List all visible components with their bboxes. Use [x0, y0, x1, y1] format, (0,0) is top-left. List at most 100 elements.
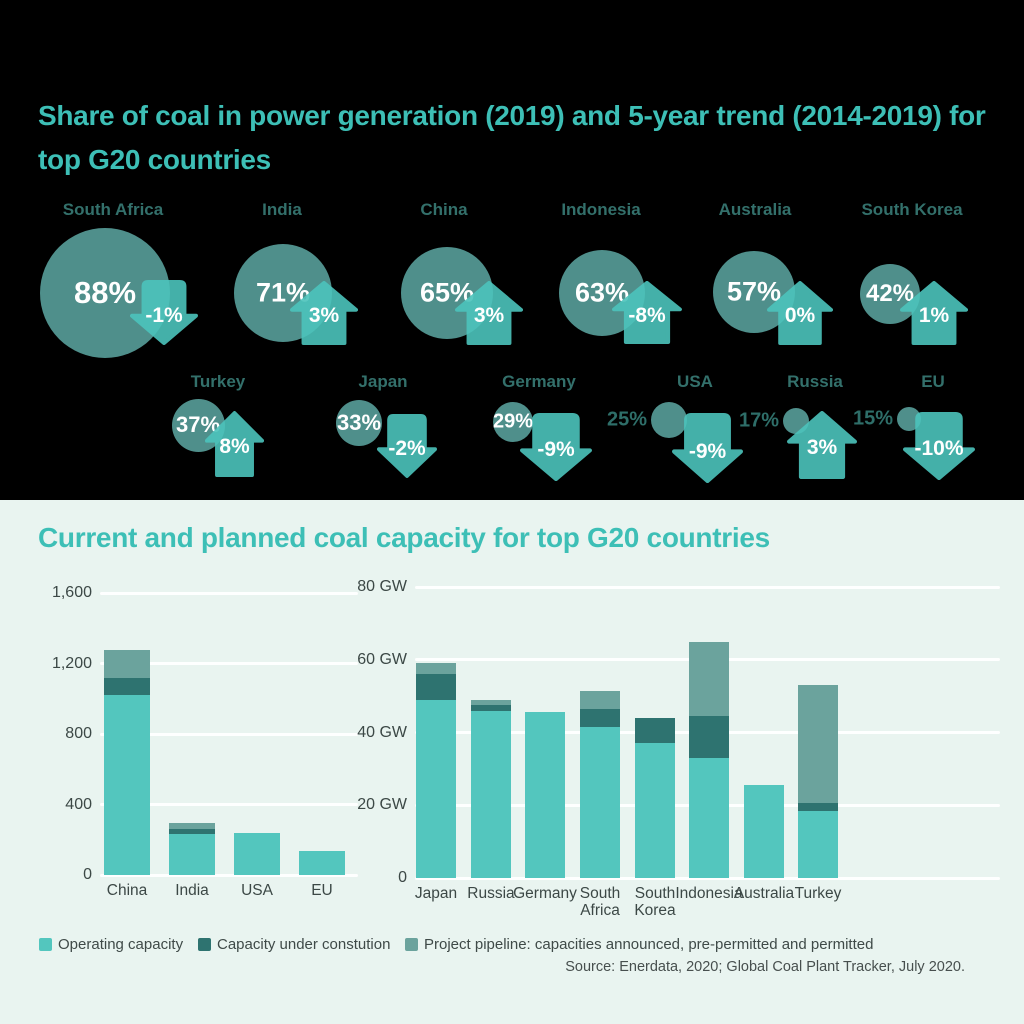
- trend-value-russia: 3%: [806, 436, 838, 460]
- bar-segment-construction-india: [169, 829, 215, 835]
- top-section-title: Share of coal in power generation (2019)…: [38, 100, 986, 175]
- y-tick-label-20: 20 GW: [357, 796, 407, 814]
- share-circle-south-korea: [860, 264, 920, 324]
- gridline-1200: [100, 662, 358, 665]
- country-label-australia: Australia: [718, 200, 792, 219]
- trend-value-usa: -9%: [688, 439, 727, 463]
- country-label-south-africa: South Africa: [62, 200, 164, 219]
- trend-up-arrow-icon: [205, 411, 264, 477]
- country-label-turkey: Turkey: [190, 372, 246, 391]
- trend-up-arrow-icon: [900, 281, 968, 345]
- legend-item-construction: Capacity under constution: [198, 936, 390, 953]
- legend-swatch-pipeline: [405, 938, 418, 951]
- share-value-japan: 33%: [336, 410, 382, 435]
- trend-value-turkey: 8%: [219, 435, 250, 459]
- trend-up-arrow-icon: [767, 281, 833, 345]
- trend-up-arrow-icon: [455, 281, 523, 345]
- bottom-section: Current and planned coal capacity for to…: [0, 500, 1024, 1024]
- y-tick-label-40: 40 GW: [357, 723, 407, 741]
- trend-value-south-korea: 1%: [918, 304, 950, 328]
- y-tick-label-0: 0: [398, 869, 407, 886]
- bar-segment-construction-china: [104, 677, 150, 696]
- bar-segment-operating-germany: [525, 712, 565, 878]
- trend-value-india: 3%: [308, 304, 340, 328]
- legend-item-pipeline: Project pipeline: capacities announced, …: [405, 936, 873, 953]
- trend-down-arrow-icon: [520, 413, 592, 481]
- x-axis-label-china: China: [106, 882, 148, 899]
- bar-segment-construction-japan: [416, 674, 456, 700]
- gridline-1600: [100, 591, 358, 595]
- legend-item-operating: Operating capacity: [39, 936, 183, 953]
- trend-value-australia: 0%: [784, 304, 816, 328]
- trend-down-arrow-icon: [903, 412, 975, 480]
- share-value-south-africa: 88%: [73, 275, 137, 310]
- bar-segment-operating-russia: [471, 710, 511, 878]
- country-label-germany: Germany: [502, 372, 576, 391]
- trend-up-arrow-icon: [787, 411, 857, 479]
- legend-label-pipeline: Project pipeline: capacities announced, …: [424, 936, 874, 953]
- country-label-japan: Japan: [358, 372, 408, 391]
- y-tick-label-1200: 1,200: [51, 654, 92, 672]
- gridline-80: [415, 585, 1000, 589]
- gridline-0: [100, 873, 358, 877]
- share-value-eu: 15%: [852, 407, 893, 430]
- bar-segment-operating-south-korea: [635, 743, 675, 878]
- y-tick-label-0: 0: [83, 866, 92, 883]
- y-tick-label-80: 80 GW: [357, 578, 407, 595]
- trend-down-arrow-icon: [130, 280, 198, 345]
- bar-segment-operating-china: [104, 695, 150, 875]
- x-axis-label-japan: Japan: [414, 885, 458, 902]
- share-value-germany: 29%: [492, 410, 534, 433]
- share-value-russia: 17%: [738, 409, 779, 432]
- bar-segment-construction-turkey: [798, 803, 838, 811]
- share-circle-japan: [336, 400, 382, 446]
- country-label-usa: USA: [677, 372, 713, 391]
- bar-segment-pipeline-turkey: [798, 685, 838, 804]
- bar-segment-operating-japan: [416, 699, 456, 878]
- bar-segment-construction-south-africa: [580, 708, 620, 728]
- x-axis-label-south-africa: South Africa: [579, 885, 621, 919]
- x-axis-label-turkey: Turkey: [794, 885, 842, 902]
- y-tick-label-400: 400: [65, 795, 92, 813]
- trend-value-germany: -9%: [537, 438, 575, 462]
- trend-value-china: 3%: [473, 304, 505, 328]
- bar-segment-pipeline-india: [169, 823, 215, 830]
- share-circle-usa: [651, 402, 687, 438]
- bar-segment-pipeline-russia: [471, 699, 511, 706]
- country-label-south-korea: South Korea: [861, 200, 963, 219]
- legend-label-operating: Operating capacity: [58, 936, 184, 953]
- bar-segment-pipeline-japan: [416, 663, 456, 675]
- x-axis-label-russia: Russia: [467, 885, 515, 902]
- legend-label-construction: Capacity under constution: [217, 936, 391, 953]
- share-value-south-korea: 42%: [865, 280, 915, 307]
- legend-swatch-operating: [39, 938, 52, 951]
- country-label-russia: Russia: [787, 372, 843, 391]
- top-section: Share of coal in power generation (2019)…: [0, 0, 1024, 500]
- trend-down-arrow-icon: [672, 413, 743, 483]
- gridline-800: [100, 732, 358, 736]
- trend-down-arrow-icon: [377, 414, 437, 478]
- bar-segment-operating-turkey: [798, 810, 838, 878]
- bar-segment-pipeline-indonesia: [689, 641, 729, 717]
- x-axis-label-south-korea: South Korea: [634, 885, 676, 919]
- share-value-usa: 25%: [606, 408, 647, 431]
- x-axis-label-usa: USA: [241, 882, 273, 899]
- bar-segment-operating-south-africa: [580, 727, 620, 878]
- bar-segment-pipeline-china: [104, 650, 150, 678]
- bar-segment-construction-indonesia: [689, 716, 729, 758]
- bar-segment-operating-indonesia: [689, 757, 729, 878]
- gridline-400: [100, 803, 358, 806]
- x-axis-label-germany: Germany: [513, 885, 577, 902]
- x-axis-label-eu: EU: [311, 882, 333, 899]
- trend-value-eu: -10%: [914, 437, 964, 461]
- legend-swatch-construction: [198, 938, 211, 951]
- source-note: Source: Enerdata, 2020; Global Coal Plan…: [565, 959, 965, 975]
- bar-segment-operating-india: [169, 834, 215, 875]
- bar-segment-operating-australia: [744, 785, 784, 878]
- trend-value-japan: -2%: [388, 437, 426, 461]
- share-circle-germany: [493, 402, 533, 442]
- country-label-indonesia: Indonesia: [561, 200, 641, 219]
- y-tick-label-60: 60 GW: [357, 650, 407, 668]
- trend-up-arrow-icon: [290, 281, 358, 345]
